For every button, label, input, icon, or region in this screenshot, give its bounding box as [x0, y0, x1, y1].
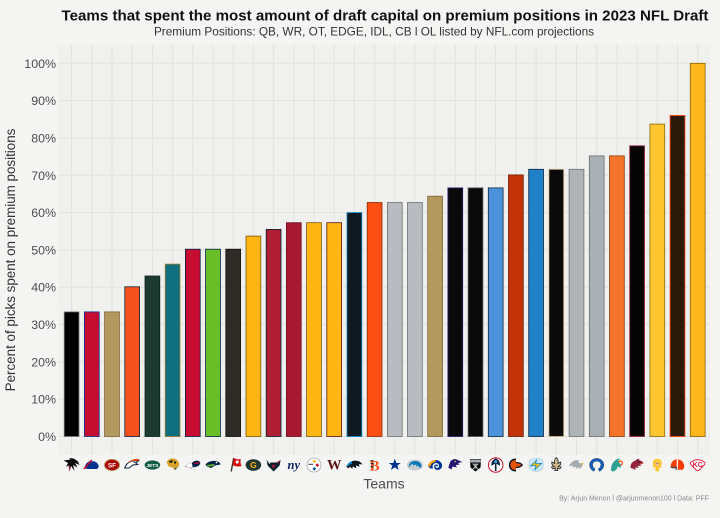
- svg-text:JETS: JETS: [146, 463, 159, 469]
- svg-text:50%: 50%: [31, 243, 56, 257]
- svg-text:Premium Positions: QB, WR, OT,: Premium Positions: QB, WR, OT, EDGE, IDL…: [154, 25, 594, 39]
- svg-text:40%: 40%: [31, 281, 56, 295]
- svg-text:30%: 30%: [31, 318, 56, 332]
- svg-text:60%: 60%: [31, 206, 56, 220]
- svg-text:W: W: [327, 458, 342, 474]
- svg-text:SF: SF: [108, 463, 116, 470]
- svg-text:Teams that spent the most amou: Teams that spent the most amount of draf…: [62, 8, 709, 25]
- svg-text:B: B: [370, 459, 380, 475]
- svg-text:G: G: [250, 460, 257, 470]
- svg-text:20%: 20%: [31, 355, 56, 369]
- svg-text:100%: 100%: [24, 57, 56, 71]
- svg-text:By: Arjun Menon l @arjunmenon1: By: Arjun Menon l @arjunmenon100 l Data:…: [559, 496, 709, 503]
- svg-text:Teams: Teams: [363, 476, 404, 492]
- svg-text:ny: ny: [288, 458, 301, 472]
- svg-text:90%: 90%: [31, 94, 56, 108]
- svg-text:Percent of picks spent on prem: Percent of picks spent on premium positi…: [3, 128, 18, 391]
- svg-text:10%: 10%: [31, 393, 56, 407]
- svg-text:70%: 70%: [31, 169, 56, 183]
- svg-text:KC: KC: [693, 462, 703, 469]
- svg-text:0%: 0%: [38, 430, 56, 444]
- svg-text:80%: 80%: [31, 131, 56, 145]
